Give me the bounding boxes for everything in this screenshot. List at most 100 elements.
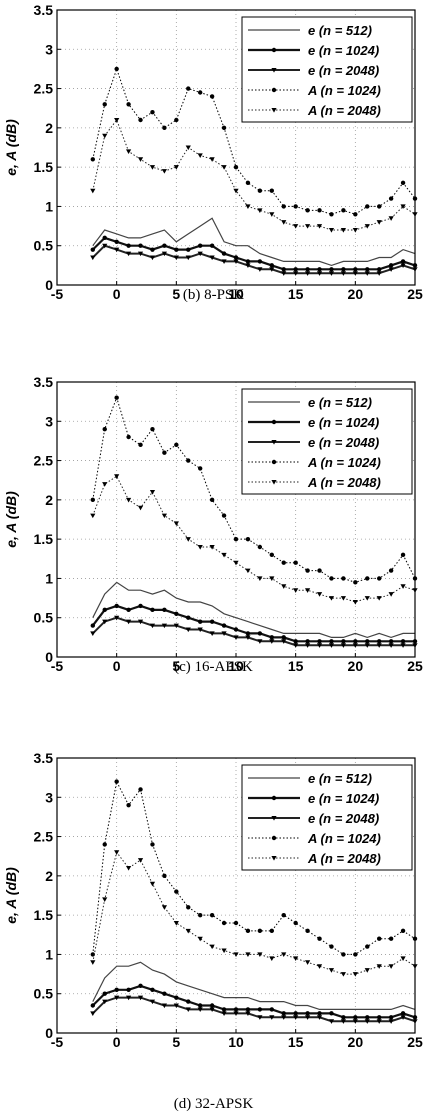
- x-tick-label: 15: [288, 658, 304, 672]
- series-line-4: [92, 475, 416, 603]
- data-point: [341, 267, 346, 272]
- data-point: [221, 251, 227, 256]
- legend-marker-2: [271, 816, 277, 821]
- data-point: [281, 204, 286, 209]
- data-point: [162, 243, 167, 248]
- data-point: [137, 858, 144, 863]
- data-point: [340, 271, 346, 276]
- data-point: [364, 596, 370, 601]
- x-tick-label: 5: [172, 658, 180, 672]
- data-point: [376, 1019, 382, 1024]
- data-point: [293, 560, 298, 565]
- data-point: [269, 212, 275, 217]
- data-point: [400, 643, 406, 648]
- y-tick-label: 2.5: [34, 829, 54, 845]
- x-tick-label: 25: [407, 658, 423, 672]
- data-point: [90, 623, 96, 628]
- data-point: [245, 180, 251, 186]
- data-point: [198, 912, 203, 918]
- data-point: [281, 912, 286, 918]
- series-line-2: [92, 244, 416, 275]
- data-point: [114, 850, 120, 855]
- series-line-1: [92, 236, 416, 271]
- y-tick-label: 2.5: [34, 81, 54, 97]
- data-point: [400, 584, 406, 589]
- data-point: [197, 936, 203, 942]
- data-point: [329, 1011, 334, 1016]
- y-tick-label: 0.5: [34, 238, 54, 254]
- data-point: [328, 643, 335, 648]
- y-tick-label: 2: [45, 492, 53, 508]
- data-point: [102, 243, 108, 249]
- data-point: [341, 1015, 346, 1020]
- data-point: [257, 208, 263, 213]
- caption-8psk: (b) 8-PSK: [182, 287, 245, 303]
- data-point: [305, 1011, 310, 1016]
- data-point: [245, 568, 251, 574]
- legend-marker-4: [271, 480, 277, 485]
- data-point: [90, 960, 96, 965]
- data-point: [293, 204, 298, 209]
- data-point: [257, 952, 263, 958]
- data-point: [162, 991, 167, 996]
- data-point: [281, 560, 286, 565]
- data-point: [365, 639, 370, 644]
- data-point: [149, 165, 156, 170]
- data-point: [340, 1019, 346, 1024]
- data-point: [221, 259, 227, 265]
- series-line-4: [92, 851, 416, 975]
- data-point: [269, 639, 275, 644]
- data-point: [114, 987, 119, 992]
- data-point: [221, 948, 227, 954]
- data-point: [316, 592, 323, 597]
- data-point: [316, 964, 323, 969]
- x-tick-label: 0: [113, 1034, 121, 1048]
- data-point: [221, 1011, 227, 1016]
- data-point: [388, 964, 394, 969]
- series-line-2: [92, 616, 415, 647]
- data-point: [328, 596, 335, 601]
- data-point: [209, 157, 215, 162]
- data-point: [233, 164, 239, 170]
- legend: e (n = 512) e (n = 1024) e (n = 2048) A (n …: [241, 388, 413, 495]
- data-point: [388, 568, 394, 573]
- data-point: [364, 643, 370, 648]
- data-point: [126, 149, 132, 155]
- data-point: [126, 987, 131, 992]
- data-point: [186, 905, 191, 910]
- data-point: [305, 643, 311, 648]
- y-tick-label: 0.5: [34, 610, 54, 626]
- data-point: [305, 271, 311, 276]
- data-point: [388, 196, 394, 201]
- data-point: [377, 204, 382, 209]
- data-point: [245, 928, 251, 934]
- y-tick-label: 3.5: [34, 2, 54, 18]
- data-point: [305, 267, 310, 272]
- data-point: [388, 936, 394, 941]
- data-point: [221, 513, 227, 518]
- legend-label-1: e (n = 1024): [308, 43, 379, 58]
- y-tick-label: 2: [45, 120, 53, 136]
- data-point: [173, 255, 179, 261]
- y-tick-label: 0: [45, 277, 53, 293]
- data-point: [137, 251, 144, 257]
- data-point: [233, 952, 239, 958]
- data-point: [281, 635, 286, 640]
- data-point: [400, 259, 406, 264]
- data-point: [269, 263, 274, 268]
- y-tick-label: 1: [45, 198, 53, 214]
- data-point: [305, 208, 310, 213]
- data-point: [186, 458, 191, 463]
- data-point: [269, 1015, 275, 1020]
- legend-label-3: A (n = 1024): [307, 831, 381, 846]
- x-tick-label: -5: [51, 1034, 64, 1048]
- data-point: [102, 619, 108, 625]
- series-line-0: [92, 961, 416, 1010]
- data-point: [173, 1003, 179, 1009]
- series-line-3: [92, 780, 416, 955]
- data-point: [257, 259, 263, 264]
- x-tick-label: 0: [113, 658, 121, 672]
- data-point: [316, 271, 323, 276]
- data-point: [328, 271, 335, 276]
